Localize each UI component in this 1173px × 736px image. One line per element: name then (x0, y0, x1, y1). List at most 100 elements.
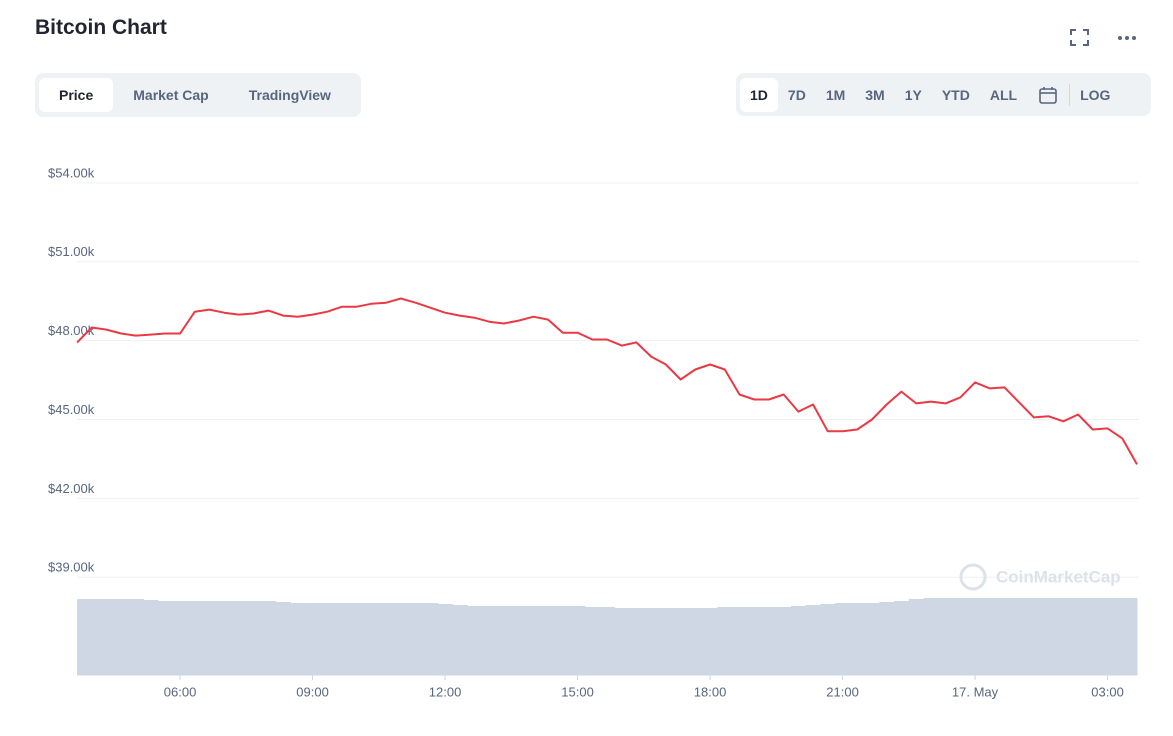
volume-bar (732, 607, 748, 675)
range-button[interactable]: 7D (787, 86, 806, 103)
y-tick-label: $54.00k (48, 165, 95, 180)
volume-bar (187, 601, 203, 675)
tab[interactable]: Market Cap (133, 87, 209, 103)
volume-bar (231, 601, 247, 675)
volume-bar (393, 603, 409, 675)
volume-bar (496, 606, 512, 675)
volume-bar (1114, 598, 1131, 675)
chart-title: Bitcoin Chart (35, 16, 167, 39)
volume-bar (1085, 598, 1101, 675)
volume-bar (614, 608, 630, 675)
volume-bar (113, 599, 130, 675)
volume-bar (658, 608, 674, 675)
x-tick-label: 18:00 (694, 684, 727, 699)
volume-bar (526, 606, 542, 675)
tab[interactable]: TradingView (248, 87, 331, 103)
volume-bar (805, 605, 821, 675)
volume-bar (246, 601, 262, 675)
volume-bar (172, 601, 188, 675)
x-tick-label: 21:00 (826, 684, 859, 699)
volume-bar (1129, 598, 1138, 675)
watermark-logo (959, 563, 987, 591)
y-tick-label: $45.00k (48, 402, 95, 417)
range-button[interactable]: 1Y (904, 86, 922, 103)
volume-bar (319, 603, 336, 675)
x-tick-label: 03:00 (1091, 684, 1124, 699)
volume-bar (334, 603, 350, 675)
range-button[interactable]: 1M (825, 86, 846, 103)
volume-bar (687, 608, 704, 675)
volume-bar (952, 598, 969, 675)
volume-bar (467, 606, 483, 675)
volume-bar (437, 604, 453, 675)
volume-bar (702, 608, 718, 675)
volume-bar (629, 608, 645, 675)
volume-bar (923, 598, 939, 675)
volume-bar (481, 606, 498, 675)
volume-bar (1056, 598, 1072, 675)
volume-bar (820, 604, 836, 675)
volume-bar (643, 608, 660, 675)
volume-bar (128, 599, 144, 675)
volume-bar (202, 601, 218, 675)
volume-bar (776, 607, 792, 675)
range-button[interactable]: 3M (865, 86, 885, 103)
volume-bar (99, 599, 115, 675)
volume-bar (761, 607, 777, 675)
volume-bar (1041, 598, 1057, 675)
volume-bar (261, 601, 277, 675)
volume-bar (599, 607, 615, 675)
x-tick-label: 15:00 (561, 684, 594, 699)
volume-bar (717, 607, 733, 675)
volume-bar (216, 601, 233, 675)
volume-bar (1100, 598, 1116, 675)
x-tick-label: 06:00 (164, 684, 197, 699)
range-button[interactable]: 1D (740, 77, 778, 112)
volume-bar (143, 600, 159, 675)
range-button[interactable]: ALL (989, 86, 1018, 103)
watermark: CoinMarketCap (996, 567, 1121, 586)
volume-bar (1011, 598, 1028, 675)
volume-bar (938, 598, 954, 675)
volume-bar (555, 606, 571, 675)
range-button[interactable]: YTD (941, 86, 970, 103)
y-tick-label: $42.00k (48, 481, 95, 496)
x-tick-label: 12:00 (429, 684, 462, 699)
volume-bar (864, 603, 880, 675)
volume-bar (1026, 598, 1042, 675)
calendar-button[interactable] (1027, 83, 1071, 106)
volume-bar (349, 603, 365, 675)
volume-bar (967, 598, 983, 675)
calendar-icon (1039, 86, 1057, 104)
volume-bar (908, 599, 925, 675)
volume-bar (791, 606, 807, 675)
volume-bar (584, 607, 601, 675)
fullscreen-icon[interactable] (1070, 29, 1089, 46)
volume-bar (84, 599, 100, 675)
volume-bar (452, 605, 468, 675)
tab-group: Price Market Cap TradingView (35, 73, 361, 117)
y-tick-label: $48.00k (48, 323, 95, 338)
y-tick-label: $51.00k (48, 244, 95, 259)
volume-bar (894, 601, 910, 675)
range-group: 1D 7D 1M 3M 1Y YTD ALL LOG (736, 73, 1151, 116)
volume-bar (290, 603, 306, 675)
price-line (76, 297, 1138, 465)
volume-bar (673, 608, 689, 675)
volume-bar (422, 603, 439, 675)
volume-bar (157, 601, 174, 675)
volume-bar (408, 603, 424, 675)
volume-bar (305, 603, 321, 675)
volume-bar (378, 603, 395, 675)
volume-bar (982, 598, 998, 675)
volume-bar (364, 603, 380, 675)
x-tick-label: 17. May (952, 684, 999, 699)
volume-bar (997, 598, 1013, 675)
volume-bar (835, 603, 851, 675)
volume-bar (540, 606, 556, 675)
log-button[interactable]: LOG (1080, 86, 1111, 103)
tab[interactable]: Price (39, 78, 114, 112)
more-icon[interactable] (1118, 36, 1136, 40)
